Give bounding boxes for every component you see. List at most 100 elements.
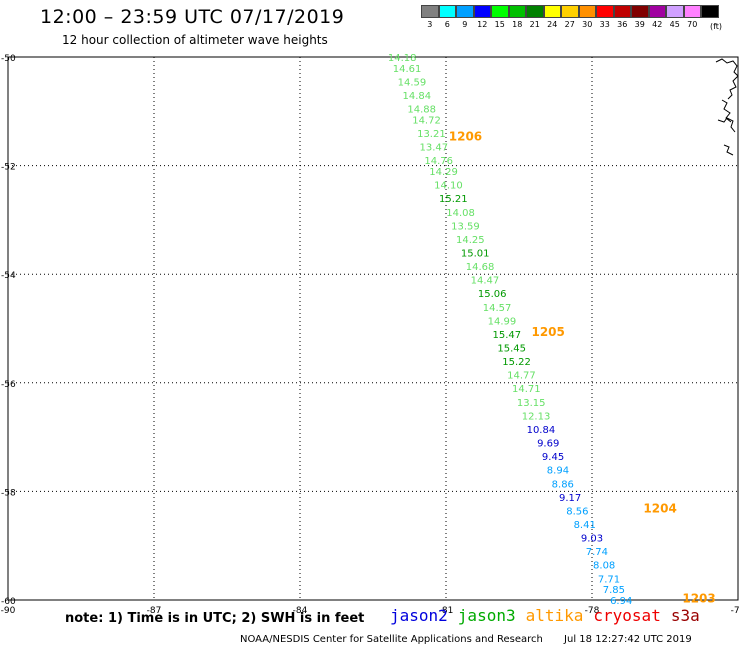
wave-height-label: 15.21: [439, 194, 468, 205]
wave-height-label: 14.84: [402, 91, 431, 102]
scale-bin: 45: [666, 5, 684, 29]
wave-height-label: 9.17: [559, 493, 581, 504]
wave-height-label: 14.25: [456, 235, 485, 246]
lat-tick-label: -54: [1, 271, 16, 281]
scale-label: 27: [564, 20, 575, 29]
map-frame: [7, 56, 739, 601]
scale-bin: 18: [508, 5, 526, 29]
lon-tick-label: -90: [1, 606, 16, 616]
coastline: [715, 58, 739, 156]
wave-height-label: 14.76: [424, 156, 453, 167]
satellite-cryosat: cryosat: [593, 606, 661, 625]
lon-tick-label: -78: [585, 606, 600, 616]
scale-swatch: [508, 5, 526, 18]
time-label: 1204: [643, 502, 676, 516]
scale-bin: 39: [631, 5, 649, 29]
wave-height-label: 15.01: [461, 248, 490, 259]
wave-height-label: 8.86: [552, 479, 574, 490]
scale-bin: 9: [456, 5, 474, 29]
scale-swatch: [613, 5, 631, 18]
wave-height-label: 15.22: [502, 357, 531, 368]
scale-label: 36: [617, 20, 628, 29]
wave-height-label: 13.47: [420, 143, 449, 154]
scale-bin: 15: [491, 5, 509, 29]
wave-height-label: 14.18: [388, 53, 417, 64]
color-scale-legend: 3 6 9 12 15 18 21 24 27 30 33 36 39 42 45 70: [421, 5, 719, 29]
satellite-altika: altika: [525, 606, 584, 625]
wave-height-label: 14.99: [488, 316, 517, 327]
scale-swatch: [491, 5, 509, 18]
scale-bin: [701, 5, 719, 29]
wave-height-label: 14.72: [412, 115, 441, 126]
wave-height-label: 15.45: [497, 344, 526, 355]
scale-swatch: [456, 5, 474, 18]
scale-swatch: [683, 5, 701, 18]
wave-height-label: 14.47: [471, 276, 500, 287]
map-subtitle: 12 hour collection of altimeter wave hei…: [62, 33, 328, 47]
scale-bin: 70: [683, 5, 701, 29]
footer-timestamp: Jul 18 12:27:42 UTC 2019: [564, 634, 692, 645]
wave-height-label: 14.88: [407, 105, 436, 116]
scale-label: 33: [599, 20, 610, 29]
scale-bin: 12: [473, 5, 491, 29]
wave-height-label: 14.29: [429, 167, 458, 178]
wave-height-label: 15.06: [478, 289, 507, 300]
note-text: note: 1) Time is in UTC; 2) SWH is in fe…: [65, 611, 365, 626]
satellite-jason2: jason2: [390, 606, 448, 625]
time-label: 1203: [682, 591, 715, 605]
wave-height-label: 14.71: [512, 384, 541, 395]
scale-swatch: [543, 5, 561, 18]
wave-height-label: 14.10: [434, 181, 463, 192]
scale-label: 18: [512, 20, 523, 29]
wave-height-label: 14.57: [483, 303, 512, 314]
wave-height-label: 8.41: [574, 520, 596, 531]
scale-swatch: [473, 5, 491, 18]
scale-label: 3: [427, 20, 433, 29]
wave-height-label: 10.84: [527, 425, 556, 436]
footer: NOAA/NESDIS Center for Satellite Applica…: [240, 634, 710, 645]
lat-tick-label: -60: [1, 597, 16, 607]
scale-swatch: [421, 5, 439, 18]
scale-label: 39: [634, 20, 645, 29]
scale-bin: 24: [543, 5, 561, 29]
scale-bin: 42: [648, 5, 666, 29]
scale-label: 6: [444, 20, 450, 29]
scale-label: 15: [494, 20, 505, 29]
wave-height-label: 7.74: [586, 547, 608, 558]
scale-label: 45: [669, 20, 680, 29]
scale-swatch: [526, 5, 544, 18]
lon-tick-label: -75: [731, 606, 740, 616]
wave-height-label: 6.94: [610, 596, 632, 607]
wave-height-label: 14.68: [466, 262, 495, 273]
footer-credit: NOAA/NESDIS Center for Satellite Applica…: [240, 634, 543, 645]
scale-swatch: [631, 5, 649, 18]
satellite-s3a: s3a: [670, 606, 700, 625]
scale-bin: 36: [613, 5, 631, 29]
satellite-legend: jason2 jason3 altika cryosat s3a: [390, 606, 710, 625]
wave-height-label: 12.13: [522, 411, 551, 422]
lat-tick-label: -50: [1, 54, 16, 64]
scale-bin: 27: [561, 5, 579, 29]
scale-bin: 3: [421, 5, 439, 29]
time-label: 1205: [531, 325, 564, 339]
scale-label: 30: [582, 20, 593, 29]
wave-height-label: 14.77: [507, 371, 536, 382]
wave-height-label: 14.61: [393, 64, 422, 75]
wave-height-label: 9.69: [537, 439, 559, 450]
time-label: 1206: [449, 130, 482, 144]
wave-height-label: 9.45: [542, 452, 564, 463]
map-title: 12:00 – 23:59 UTC 07/17/2019: [40, 6, 345, 28]
lat-tick-label: -56: [1, 380, 16, 390]
wave-height-label: 8.08: [593, 561, 615, 572]
scale-label: 70: [687, 20, 698, 29]
scale-swatch: [648, 5, 666, 18]
lat-tick-label: -52: [1, 163, 16, 173]
scale-swatch: [438, 5, 456, 18]
wave-height-label: 14.08: [446, 208, 475, 219]
scale-label: 9: [462, 20, 468, 29]
lon-tick-label: -87: [147, 606, 162, 616]
wave-height-label: 9.03: [581, 534, 603, 545]
wave-height-label: 13.15: [517, 398, 546, 409]
scale-label: 24: [547, 20, 558, 29]
